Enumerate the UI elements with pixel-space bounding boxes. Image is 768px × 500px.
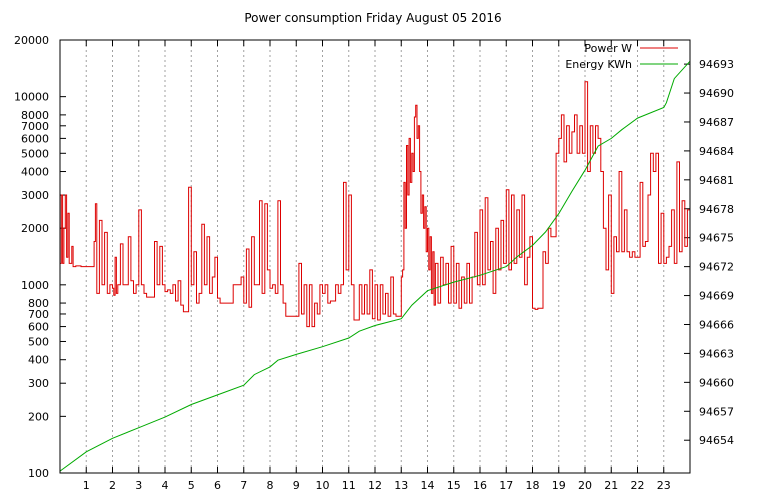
y-left-tick-label: 10000 xyxy=(14,91,49,104)
chart-title: Power consumption Friday August 05 2016 xyxy=(244,11,501,25)
x-tick-label: 3 xyxy=(135,479,142,492)
y-right-tick-label: 94657 xyxy=(699,405,734,418)
y-right-tick-label: 94654 xyxy=(699,434,734,447)
y-right-tick-label: 94666 xyxy=(699,318,734,331)
y-left-tick-label: 20000 xyxy=(14,34,49,47)
x-tick-label: 11 xyxy=(342,479,356,492)
y-left-tick-label: 300 xyxy=(28,377,49,390)
x-tick-label: 10 xyxy=(316,479,330,492)
x-tick-label: 4 xyxy=(162,479,169,492)
x-tick-label: 14 xyxy=(421,479,435,492)
x-tick-label: 7 xyxy=(240,479,247,492)
y-left-tick-label: 200 xyxy=(28,410,49,423)
y-left-tick-label: 5000 xyxy=(21,147,49,160)
y-right-tick-label: 94678 xyxy=(699,203,734,216)
y-right-tick-label: 94684 xyxy=(699,145,734,158)
y-left-tick-label: 6000 xyxy=(21,132,49,145)
legend-label-power-w: Power W xyxy=(584,42,632,55)
y-right-tick-label: 94681 xyxy=(699,174,734,187)
x-tick-label: 12 xyxy=(368,479,382,492)
y-left-tick-label: 800 xyxy=(28,297,49,310)
x-tick-label: 20 xyxy=(578,479,592,492)
x-tick-label: 5 xyxy=(188,479,195,492)
y-axis-right-ticks: 94654 94657 94660 94663 94666 94669 94672 94675… xyxy=(684,58,734,447)
y-right-tick-label: 94660 xyxy=(699,376,734,389)
x-tick-label: 1 xyxy=(83,479,90,492)
y-left-tick-label: 700 xyxy=(28,308,49,321)
series-layer xyxy=(59,60,691,472)
series-line-power-w xyxy=(60,81,691,328)
y-left-tick-label: 3000 xyxy=(21,189,49,202)
y-left-tick-label: 600 xyxy=(28,321,49,334)
x-tick-label: 17 xyxy=(499,479,513,492)
legend-label-energy-kwh: Energy KWh xyxy=(565,58,632,71)
y-left-tick-label: 4000 xyxy=(21,166,49,179)
y-left-tick-label: 100 xyxy=(28,467,49,480)
x-axis-ticks: 1 2 3 4 5 6 7 8 9 10 11 12 13 14 15 16 17 18 19 20 21 22 23 xyxy=(83,40,671,492)
legend: Power W Energy KWh xyxy=(565,42,678,71)
x-tick-label: 13 xyxy=(394,479,408,492)
y-right-tick-label: 94675 xyxy=(699,232,734,245)
y-left-tick-label: 500 xyxy=(28,335,49,348)
y-left-tick-label: 1000 xyxy=(21,279,49,292)
x-tick-label: 21 xyxy=(604,479,618,492)
y-left-tick-label: 2000 xyxy=(21,222,49,235)
y-right-tick-label: 94690 xyxy=(699,87,734,100)
y-right-tick-label: 94693 xyxy=(699,58,734,71)
y-left-tick-label: 8000 xyxy=(21,109,49,122)
plot-frame xyxy=(59,39,691,474)
y-right-tick-label: 94672 xyxy=(699,261,734,274)
y-right-tick-label: 94687 xyxy=(699,116,734,129)
x-tick-label: 15 xyxy=(447,479,461,492)
y-left-tick-label: 7000 xyxy=(21,120,49,133)
x-tick-label: 18 xyxy=(526,479,540,492)
y-right-tick-label: 94669 xyxy=(699,290,734,303)
x-tick-label: 6 xyxy=(214,479,221,492)
y-left-tick-label: 400 xyxy=(28,354,49,367)
x-tick-label: 22 xyxy=(631,479,645,492)
x-tick-label: 9 xyxy=(293,479,300,492)
y-right-tick-label: 94663 xyxy=(699,347,734,360)
x-tick-label: 2 xyxy=(109,479,116,492)
x-tick-label: 16 xyxy=(473,479,487,492)
x-tick-label: 19 xyxy=(552,479,566,492)
series-line-energy-kwh xyxy=(59,60,691,472)
x-tick-label: 23 xyxy=(657,479,671,492)
x-tick-label: 8 xyxy=(267,479,274,492)
